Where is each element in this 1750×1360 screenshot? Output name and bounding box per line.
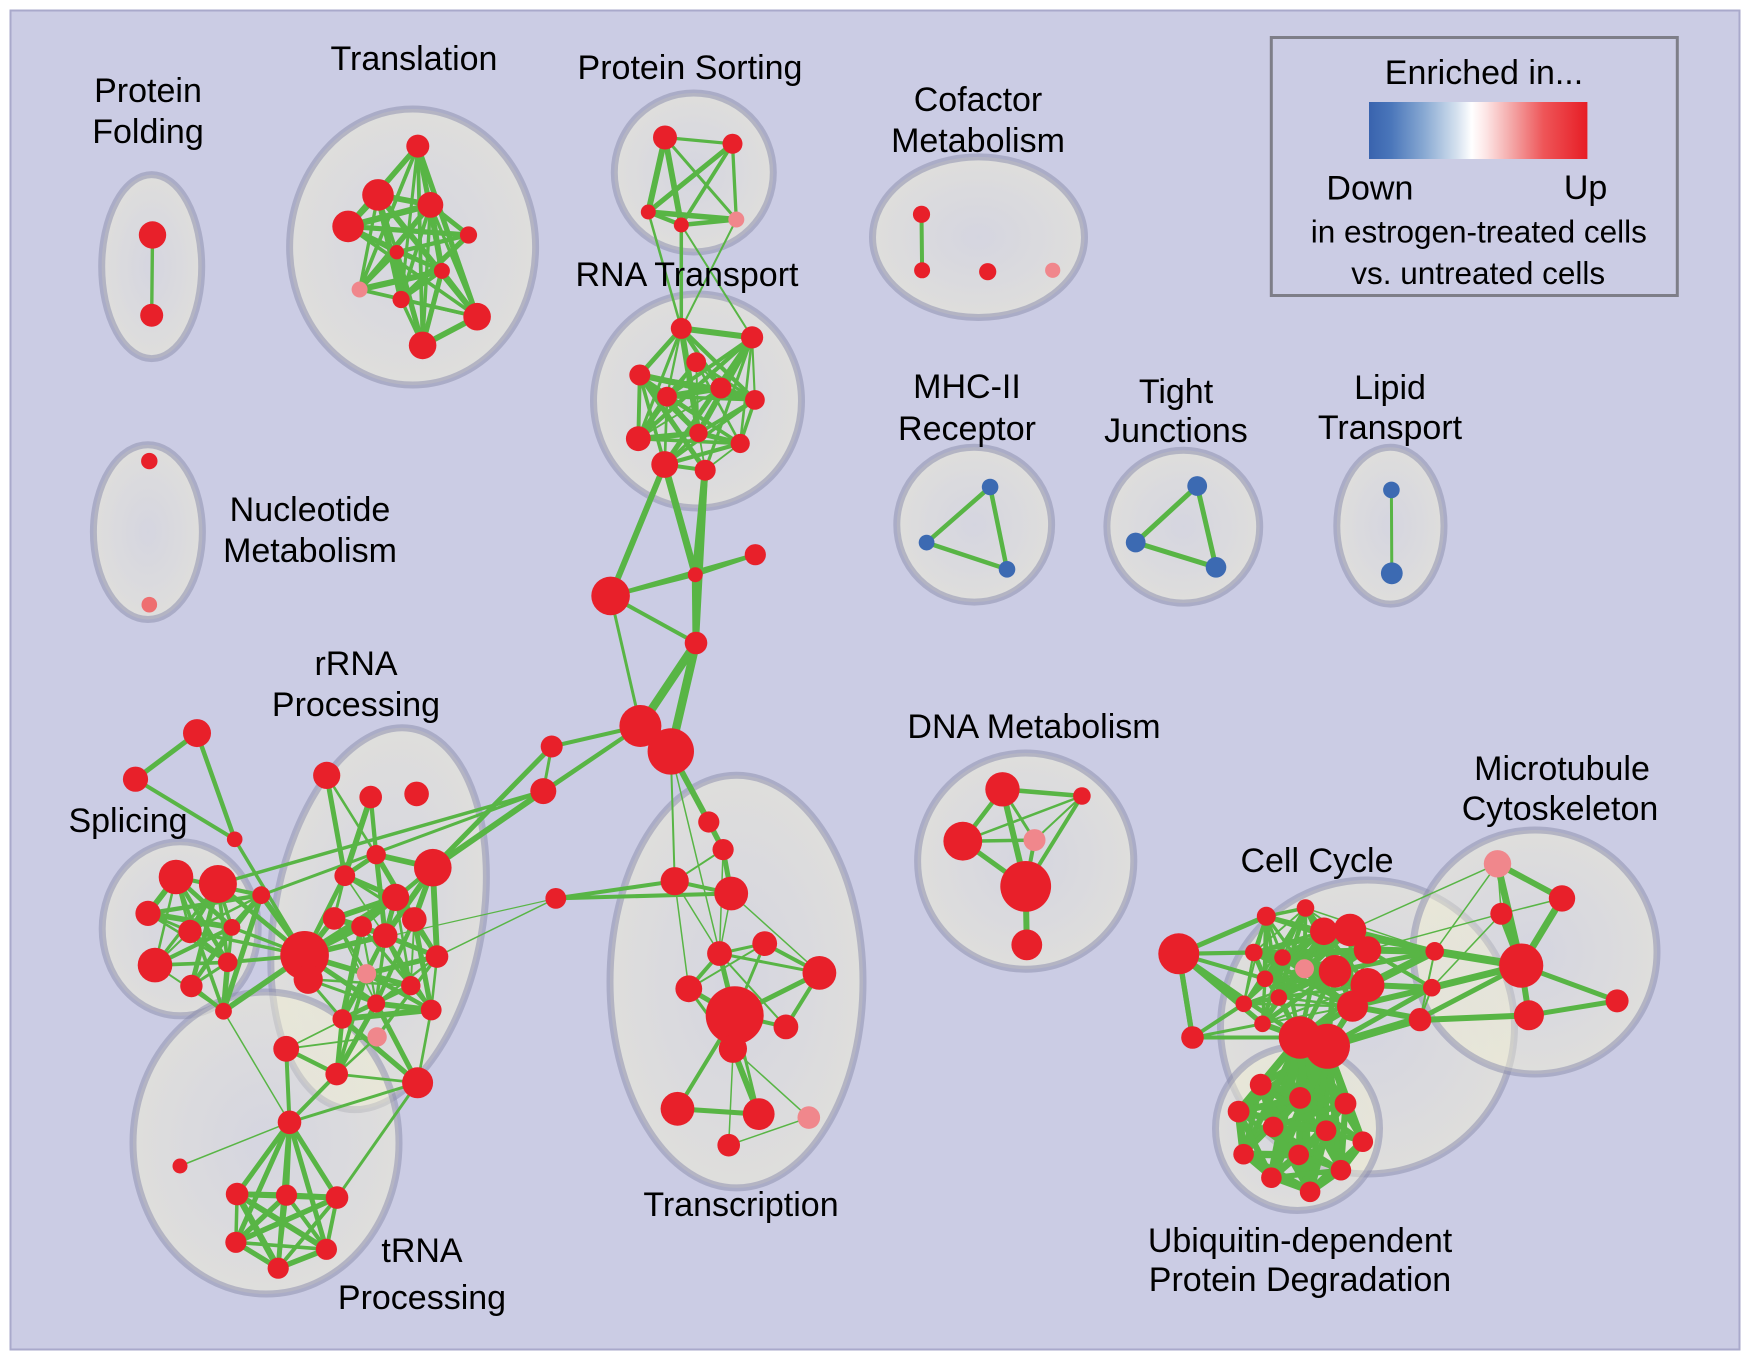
svg-text:Protein: Protein [94,72,202,110]
svg-text:Receptor: Receptor [898,410,1036,448]
svg-text:Folding: Folding [92,113,204,151]
svg-text:rRNA: rRNA [314,645,397,683]
svg-text:Processing: Processing [338,1279,506,1317]
svg-text:Transport: Transport [1318,409,1463,447]
svg-text:Tight: Tight [1139,373,1214,411]
svg-text:Metabolism: Metabolism [223,532,397,570]
svg-text:tRNA: tRNA [381,1232,463,1270]
svg-text:Lipid: Lipid [1354,369,1426,407]
svg-text:Ubiquitin-dependent: Ubiquitin-dependent [1148,1222,1453,1260]
svg-text:vs. untreated cells: vs. untreated cells [1351,255,1605,291]
svg-text:Up: Up [1564,169,1607,207]
svg-text:Metabolism: Metabolism [891,122,1065,160]
svg-text:Microtubule: Microtubule [1474,750,1650,788]
svg-text:Splicing: Splicing [68,802,187,840]
svg-text:Enriched in...: Enriched in... [1385,54,1583,92]
svg-text:Translation: Translation [331,40,498,78]
svg-text:Cell Cycle: Cell Cycle [1240,842,1393,880]
svg-text:MHC-II: MHC-II [913,368,1021,406]
svg-text:Protein Degradation: Protein Degradation [1149,1261,1451,1299]
svg-text:DNA Metabolism: DNA Metabolism [907,708,1160,746]
svg-text:Cytoskeleton: Cytoskeleton [1462,790,1659,828]
svg-text:in estrogen-treated cells: in estrogen-treated cells [1311,214,1647,250]
svg-text:Transcription: Transcription [643,1186,838,1224]
svg-text:Cofactor: Cofactor [914,81,1043,119]
svg-text:Down: Down [1326,170,1413,208]
svg-text:Junctions: Junctions [1104,412,1248,450]
svg-text:Processing: Processing [272,686,440,724]
svg-text:Nucleotide: Nucleotide [230,491,391,529]
svg-text:RNA Transport: RNA Transport [576,256,800,294]
svg-text:Protein Sorting: Protein Sorting [578,49,803,87]
